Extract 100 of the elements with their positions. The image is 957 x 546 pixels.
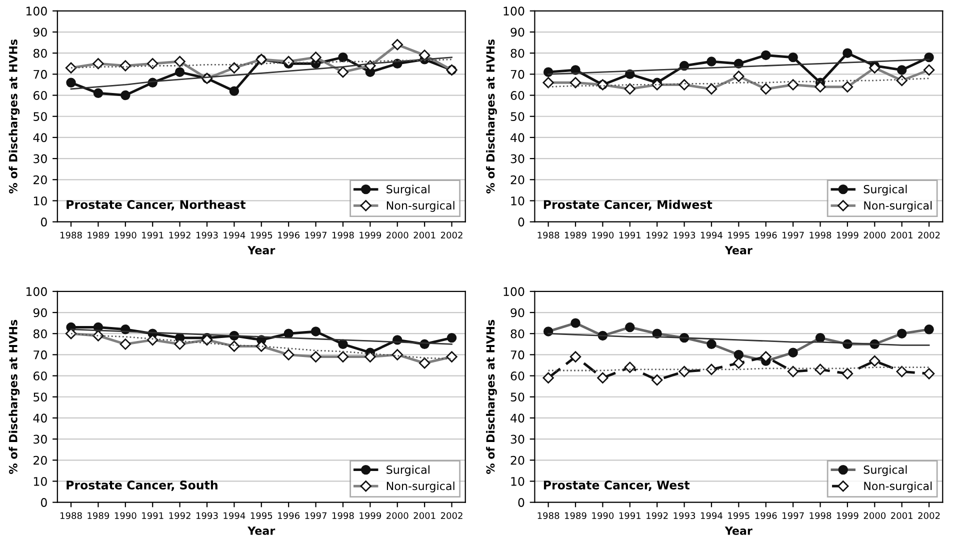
y-tick-label: 40: [33, 133, 47, 142]
x-tick-label: 1999: [360, 232, 382, 239]
y-tick-label: 60: [510, 91, 524, 100]
x-tick-label: 1988: [60, 512, 82, 520]
x-tick-label: 1989: [88, 512, 110, 520]
x-tick-label: 1990: [114, 232, 136, 239]
point: [66, 78, 76, 88]
x-tick-label: 1992: [646, 512, 668, 520]
x-tick-label: 1993: [196, 512, 218, 520]
x-tick-label: 1995: [250, 512, 272, 520]
x-tick-label: 1998: [810, 232, 832, 239]
x-tick-label: 1990: [592, 512, 614, 520]
x-tick-label: 2000: [864, 232, 886, 239]
y-tick-label: 60: [34, 372, 47, 380]
text: Prostate Cancer, Midwest: [544, 200, 712, 210]
y-tick-label: 60: [34, 91, 47, 100]
y-tick-label: 20: [34, 175, 47, 184]
legend-label: Non-surgical: [386, 482, 454, 492]
y-tick-label: 50: [34, 392, 47, 402]
x-tick-label: 1993: [674, 232, 696, 239]
text: Prostate Cancer, South: [66, 480, 218, 491]
y-tick-label: 0: [40, 498, 47, 507]
y-tick-label: 70: [34, 350, 47, 360]
point: [542, 372, 554, 384]
y-tick-label: 20: [34, 456, 47, 465]
x-tick-label: 1996: [755, 512, 777, 520]
point: [120, 90, 130, 100]
y-tick-label: 90: [510, 28, 524, 37]
x-tick-label: 2000: [386, 512, 408, 520]
legend-label: Surgical: [386, 184, 430, 196]
y-tick-label: 100: [26, 287, 47, 296]
point: [174, 67, 185, 77]
point: [761, 50, 771, 60]
x-tick-label: 1991: [619, 512, 641, 520]
x-tick-label: 1992: [169, 512, 190, 520]
y-tick-label: 20: [510, 175, 524, 184]
x-tick-label: 1999: [836, 232, 858, 239]
x-tick-label: 1999: [360, 512, 382, 520]
y-tick-label: 100: [504, 6, 524, 16]
x-tick-label: 1993: [196, 232, 218, 239]
y-tick-label: 80: [33, 48, 47, 58]
y-tick-label: 40: [510, 133, 524, 142]
y-axis-title: % of Discharges at HVHs: [486, 39, 497, 194]
x-tick-label: 1997: [782, 512, 804, 520]
x-tick-label: 1996: [278, 232, 300, 239]
x-tick-label: 1989: [88, 232, 110, 239]
point: [310, 326, 321, 336]
y-tick-label: 90: [33, 308, 47, 318]
y-tick-label: 30: [34, 154, 47, 164]
x-tick-label: 2002: [918, 232, 940, 239]
x-tick-label: 1991: [142, 232, 164, 239]
y-tick-label: 40: [33, 414, 47, 423]
text: Prostate Cancer, Northeast: [66, 200, 246, 210]
point: [338, 52, 348, 62]
x-tick-label: 1997: [305, 232, 326, 239]
legend-label: Non-surgical: [864, 201, 932, 212]
x-tick-label: 1994: [700, 512, 722, 520]
point: [706, 364, 718, 376]
x-tick-label: 1990: [592, 232, 614, 239]
x-tick-label: 1988: [60, 232, 82, 239]
x-tick-label: 1988: [538, 512, 560, 520]
x-tick-label: 1989: [565, 232, 586, 239]
point: [869, 355, 880, 367]
y-tick-label: 80: [510, 329, 524, 338]
point: [446, 332, 457, 343]
y-tick-label: 50: [510, 112, 524, 122]
point: [787, 366, 799, 378]
x-tick-label: 1998: [810, 512, 832, 520]
point: [229, 86, 240, 96]
point: [842, 48, 852, 58]
y-tick-label: 50: [510, 392, 524, 402]
x-tick-label: 2001: [891, 512, 913, 520]
x-tick-label: 1997: [782, 232, 804, 239]
x-tick-label: 2002: [440, 232, 462, 239]
y-tick-label: 30: [510, 154, 524, 164]
y-tick-label: 10: [34, 476, 47, 486]
x-tick-label: 1994: [224, 512, 246, 520]
text: Prostate Cancer, West: [544, 480, 690, 491]
x-tick-label: 1994: [700, 232, 722, 239]
y-tick-label: 0: [518, 498, 524, 507]
x-axis-title: Year: [724, 246, 752, 254]
x-tick-label: 1995: [250, 232, 272, 239]
y-tick-label: 90: [33, 28, 47, 37]
x-tick-label: 1997: [305, 512, 326, 520]
point: [760, 351, 772, 362]
point: [93, 88, 104, 98]
y-tick-label: 0: [40, 218, 47, 226]
x-axis-title: Year: [248, 526, 276, 535]
x-tick-label: 2000: [864, 512, 886, 520]
y-tick-label: 70: [34, 70, 47, 79]
point: [706, 56, 716, 66]
y-tick-label: 100: [504, 287, 524, 296]
legend-label: Surgical: [386, 465, 430, 476]
x-tick-label: 1989: [565, 512, 586, 520]
point: [924, 52, 934, 62]
x-tick-label: 1996: [278, 512, 300, 520]
x-tick-label: 2002: [440, 512, 462, 520]
x-tick-label: 1990: [114, 512, 136, 520]
y-tick-label: 20: [510, 456, 524, 465]
x-tick-label: 2001: [414, 512, 436, 520]
